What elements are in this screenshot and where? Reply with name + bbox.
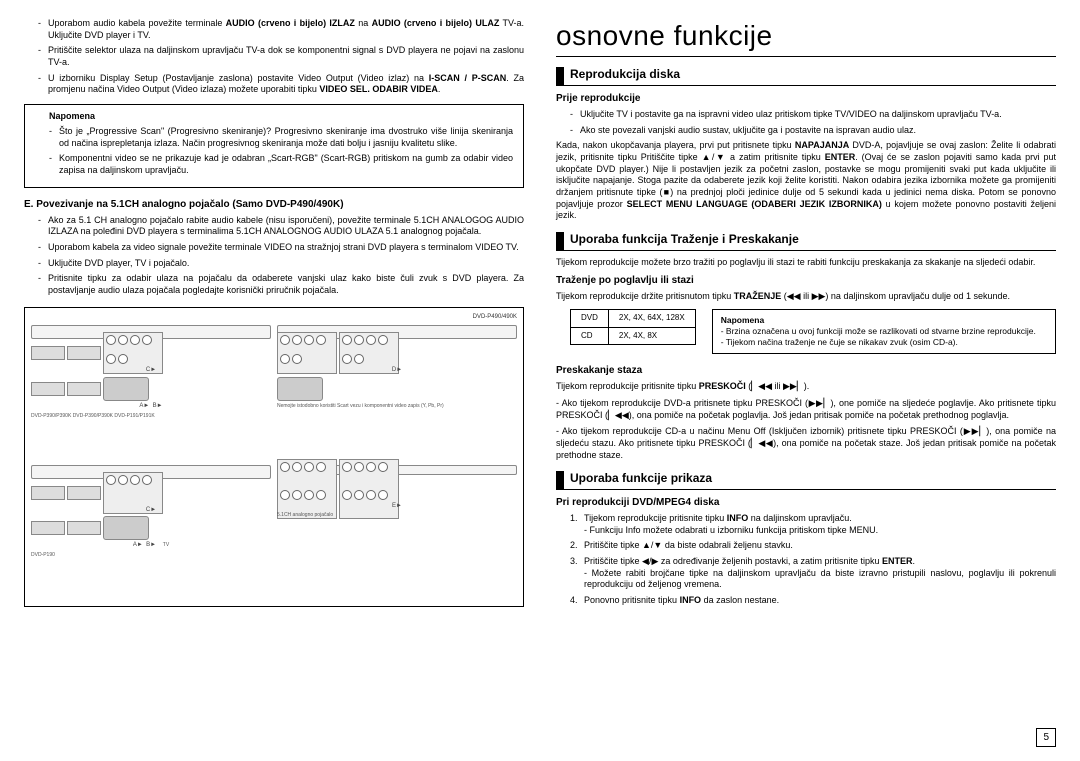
bullet: Pritiščite selektor ulaza na daljinskom …: [38, 45, 524, 68]
text: Ako za 5.1 CH analogno pojačalo rabite a…: [48, 215, 524, 237]
bullet: Ako ste povezali vanjski audio sustav, u…: [570, 125, 1056, 137]
cell: 2X, 4X, 64X, 128X: [608, 310, 695, 327]
cell: CD: [571, 327, 609, 344]
right-column: osnovne funkcije Reprodukcija diska Prij…: [550, 18, 1056, 743]
note-item: Što je „Progressive Scan" (Progresivno s…: [49, 126, 513, 149]
scart-plug-icon: [67, 346, 101, 360]
tv-icon: [103, 377, 149, 401]
table-row: DVD 2X, 4X, 64X, 128X: [571, 310, 696, 327]
text: Uključite TV i postavite ga na ispravni …: [580, 109, 1002, 119]
sub-dvd-mpeg4: Pri reprodukciji DVD/MPEG4 diska: [556, 496, 1056, 509]
tv-icon: [103, 516, 149, 540]
paragraph-sub2: Tijekom reprodukcije držite pritisnutom …: [556, 291, 1056, 303]
section-trazenje: Uporaba funkcija Traženje i Preskakanje: [556, 232, 1056, 251]
diagram-models: DVD-P390/P390K DVD-P390/P390K DVD-P191/P…: [31, 413, 271, 420]
scart-plug-icon: [31, 382, 65, 396]
intro-bullets: Uporabom audio kabela povežite terminale…: [24, 18, 524, 96]
note-box-progressive: Napomena Što je „Progressive Scan" (Prog…: [24, 104, 524, 187]
table-row: CD 2X, 4X, 8X: [571, 327, 696, 344]
note-box-speed: Napomena - Brzina označena u ovoj funkci…: [712, 309, 1056, 354]
paragraph-sub3: Tijekom reprodukcije pritisnite tipku PR…: [556, 381, 1056, 393]
text: Što je „Progressive Scan" (Progresivno s…: [59, 126, 513, 148]
cell: DVD: [571, 310, 609, 327]
connection-diagram: DVD-P490/490K C► A► B► DVD-P390/P390K DV…: [24, 307, 524, 607]
speed-table: DVD 2X, 4X, 64X, 128X CD 2X, 4X, 8X: [570, 309, 696, 345]
text: Ponovno pritisnite tipku INFO da zaslon …: [584, 595, 779, 605]
diagram-caption-mid: Nemojte istodobno koristiti Scart vezu i…: [277, 403, 517, 410]
text: Pritiščite tipke ▲/▼ da biste odabrali ž…: [584, 540, 793, 550]
text: Pritiščite tipke ◀/▶ za određivanje želj…: [584, 556, 1056, 589]
scart-plug-icon: [67, 486, 101, 500]
page-number: 5: [1036, 728, 1056, 747]
note-label: Napomena: [35, 111, 513, 123]
sub-preskakanje: Preskakanje staza: [556, 364, 1056, 377]
text: Komponentni video se ne prikazuje kad je…: [59, 153, 513, 175]
step: 1.Tijekom reprodukcije pritisnite tipku …: [570, 513, 1056, 536]
section-reprodukcija: Reprodukcija diska: [556, 67, 1056, 86]
step: 3.Pritiščite tipke ◀/▶ za određivanje že…: [570, 556, 1056, 591]
paragraph-sec2: Tijekom reprodukcije možete brzo tražiti…: [556, 257, 1056, 269]
text: Uporabom kabela za video signale povežit…: [48, 242, 519, 252]
bullet: Uključite DVD player, TV i pojačalo.: [38, 258, 524, 270]
bullet: Pritisnite tipku za odabir ulaza na poja…: [38, 273, 524, 296]
bullet: Uključite TV i postavite ga na ispravni …: [570, 109, 1056, 121]
scart-plug-icon: [31, 486, 65, 500]
bullet: Ako za 5.1 CH analogno pojačalo rabite a…: [38, 215, 524, 238]
sub-prije: Prije reprodukcije: [556, 92, 1056, 105]
text: U izborniku Display Setup (Postavljanje …: [48, 73, 524, 95]
diagram-model-label: DVD-P490/490K: [31, 314, 517, 322]
bullet: Uporabom kabela za video signale povežit…: [38, 242, 524, 254]
scart-plug-icon: [67, 382, 101, 396]
scart-plug-icon: [67, 521, 101, 535]
text: Uključite DVD player, TV i pojačalo.: [48, 258, 189, 268]
cell: 2X, 4X, 8X: [608, 327, 695, 344]
step: 4.Ponovno pritisnite tipku INFO da zaslo…: [570, 595, 1056, 607]
scart-plug-icon: [31, 346, 65, 360]
bullets-e: Ako za 5.1 CH analogno pojačalo rabite a…: [24, 215, 524, 297]
bullet: Uporabom audio kabela povežite terminale…: [38, 18, 524, 41]
diagram-model: DVD-P190: [31, 552, 271, 559]
heading-e: E. Povezivanje na 5.1CH analogno pojačal…: [24, 198, 524, 211]
text: Tijekom reprodukcije pritisnite tipku IN…: [584, 513, 878, 535]
speed-and-note: DVD 2X, 4X, 64X, 128X CD 2X, 4X, 8X Napo…: [570, 309, 1056, 354]
note-item: Komponentni video se ne prikazuje kad je…: [49, 153, 513, 176]
text: Pritisnite tipku za odabir ulaza na poja…: [48, 273, 524, 295]
diagram-amp-label: 5.1CH analogno pojačalo: [277, 512, 517, 519]
scart-plug-icon: [31, 521, 65, 535]
section-prikaz: Uporaba funkcije prikaza: [556, 471, 1056, 490]
note-label: Napomena: [721, 315, 1047, 326]
page-title: osnovne funkcije: [556, 18, 1056, 57]
left-column: Uporabom audio kabela povežite terminale…: [24, 18, 530, 743]
paragraph-pre: Kada, nakon ukopčavanja playera, prvi pu…: [556, 140, 1056, 222]
sub-trazenje-poglavlju: Traženje po poglavlju ili stazi: [556, 274, 1056, 287]
bullet-skip: - Ako tijekom reprodukcije CD-a u načinu…: [556, 426, 1056, 461]
text: Tijekom načina traženje ne čuje se nikak…: [726, 337, 958, 347]
tv-icon: [277, 377, 323, 401]
text: Pritiščite selektor ulaza na daljinskom …: [48, 45, 524, 67]
bullet: U izborniku Display Setup (Postavljanje …: [38, 73, 524, 96]
bullet-skip: - Ako tijekom reprodukcije DVD-a pritisn…: [556, 398, 1056, 421]
step: 2.Pritiščite tipke ▲/▼ da biste odabrali…: [570, 540, 1056, 552]
text: Brzina označena u ovoj funkciji može se …: [726, 326, 1036, 336]
text: Ako ste povezali vanjski audio sustav, u…: [580, 125, 916, 135]
text: Uporabom audio kabela povežite terminale…: [48, 18, 524, 40]
display-steps: 1.Tijekom reprodukcije pritisnite tipku …: [556, 513, 1056, 607]
